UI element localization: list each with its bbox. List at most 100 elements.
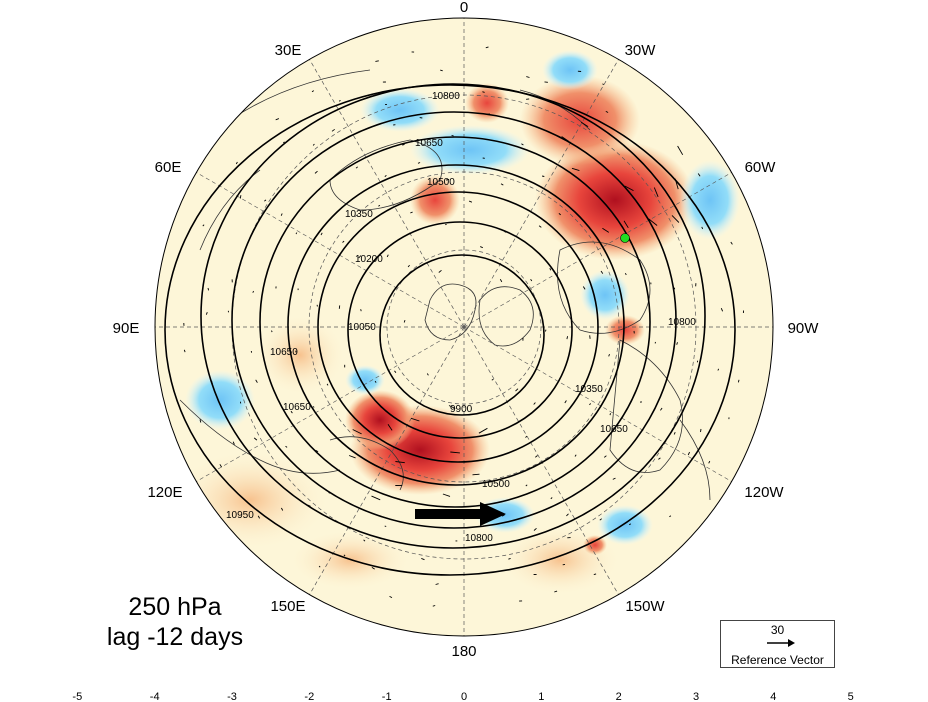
wind-vector: [589, 403, 592, 406]
wind-vector: [280, 507, 284, 511]
colorbar-tick-label: -4: [150, 691, 160, 702]
colorbar-tick-label: 4: [770, 691, 776, 702]
wind-vector: [482, 91, 485, 93]
wind-vector: [525, 484, 528, 487]
wind-vector: [327, 491, 330, 494]
wind-vector: [701, 226, 704, 230]
wind-vector: [535, 455, 538, 458]
wind-vector: [275, 118, 280, 121]
wind-vector: [342, 240, 345, 243]
contour-label: 10800: [432, 91, 460, 102]
wind-vector: [202, 224, 205, 227]
wind-vector: [561, 136, 570, 142]
contour-label: 10500: [482, 479, 510, 490]
wind-vector: [660, 407, 663, 411]
wind-vector: [533, 402, 536, 405]
wind-vector: [604, 455, 607, 458]
wind-vector: [730, 241, 733, 245]
colorbar-tick-label: -1: [382, 691, 392, 702]
lon-label: 60E: [155, 159, 182, 176]
contour-label: 9900: [450, 404, 473, 415]
wind-vector: [623, 220, 629, 229]
lon-label: 30E: [275, 42, 302, 59]
wind-vector: [371, 495, 381, 501]
wind-vector: [708, 460, 711, 464]
wind-vector: [207, 287, 210, 291]
anomaly-field: [155, 18, 773, 636]
wind-vector: [525, 435, 528, 438]
meridian-line: [309, 326, 465, 595]
anomaly-north-pacific: [475, 497, 535, 533]
meridian-line: [196, 172, 465, 328]
lon-label: 90W: [788, 320, 820, 337]
contour-label: 10650: [415, 138, 443, 149]
wind-vector: [472, 473, 480, 476]
wind-vector: [389, 595, 393, 599]
wind-vector: [600, 270, 604, 274]
wind-vector: [283, 141, 285, 144]
wind-vector: [311, 90, 315, 93]
wind-vector: [533, 527, 537, 531]
wind-vector: [402, 143, 405, 146]
wind-vector: [232, 441, 235, 445]
wind-vector: [386, 254, 389, 258]
wind-vector: [280, 213, 283, 216]
wind-vector: [352, 429, 362, 435]
wind-vector: [343, 554, 346, 557]
wind-vector: [320, 232, 323, 236]
wind-vector: [375, 60, 379, 62]
wind-vector: [257, 515, 260, 519]
wind-vector: [530, 278, 533, 282]
wind-vector: [403, 319, 406, 323]
colorbar-tick-label: 0: [461, 691, 467, 702]
wind-vector: [697, 173, 701, 177]
wind-vector: [550, 497, 553, 500]
wind-vector: [602, 227, 610, 233]
wind-vector: [687, 451, 691, 456]
wind-vector: [501, 514, 505, 517]
contour-label: 10650: [270, 347, 298, 358]
meridian-line: [463, 326, 732, 482]
wind-vector: [499, 278, 503, 283]
wind-vector: [358, 255, 362, 259]
wind-vector: [285, 445, 288, 448]
meridian-line: [196, 326, 465, 482]
wind-vector: [653, 187, 659, 197]
wind-vector: [312, 406, 315, 408]
anomaly-northern-europe: [410, 175, 460, 225]
wind-vector: [605, 110, 609, 113]
figure-caption: 250 hPa lag -12 days: [60, 592, 290, 652]
wind-vector: [438, 269, 442, 273]
contour-label: 10500: [427, 177, 455, 188]
wind-vector: [307, 504, 311, 507]
wind-vector: [199, 419, 202, 423]
flow-arrow: [415, 502, 506, 526]
meridian-line: [463, 59, 619, 328]
meridian-line: [309, 59, 465, 328]
wind-vector: [593, 573, 597, 576]
wind-vector: [508, 557, 511, 560]
wind-vector: [338, 100, 341, 102]
reference-arrow-icon: [767, 639, 795, 647]
wind-vector: [674, 178, 679, 190]
lon-label: 60W: [745, 159, 777, 176]
wind-vector: [314, 170, 318, 174]
wind-vector: [374, 380, 377, 383]
contour-label: 10800: [668, 317, 696, 328]
wind-vector: [574, 454, 577, 457]
wind-vector: [599, 518, 602, 521]
wind-vector: [445, 179, 450, 181]
contour-label: 10350: [575, 384, 603, 395]
wind-vector: [608, 353, 610, 357]
wind-vector: [410, 211, 413, 214]
lon-label: 120W: [744, 484, 784, 501]
wind-vector: [468, 200, 473, 203]
wind-vector: [315, 449, 319, 453]
contour-label: 10200: [355, 254, 383, 265]
wind-vector: [450, 451, 460, 454]
colorbar-tick-label: -3: [227, 691, 237, 702]
wind-vector: [485, 46, 489, 49]
wind-vector: [432, 605, 436, 607]
colorbar-tick-label: 5: [848, 691, 854, 702]
